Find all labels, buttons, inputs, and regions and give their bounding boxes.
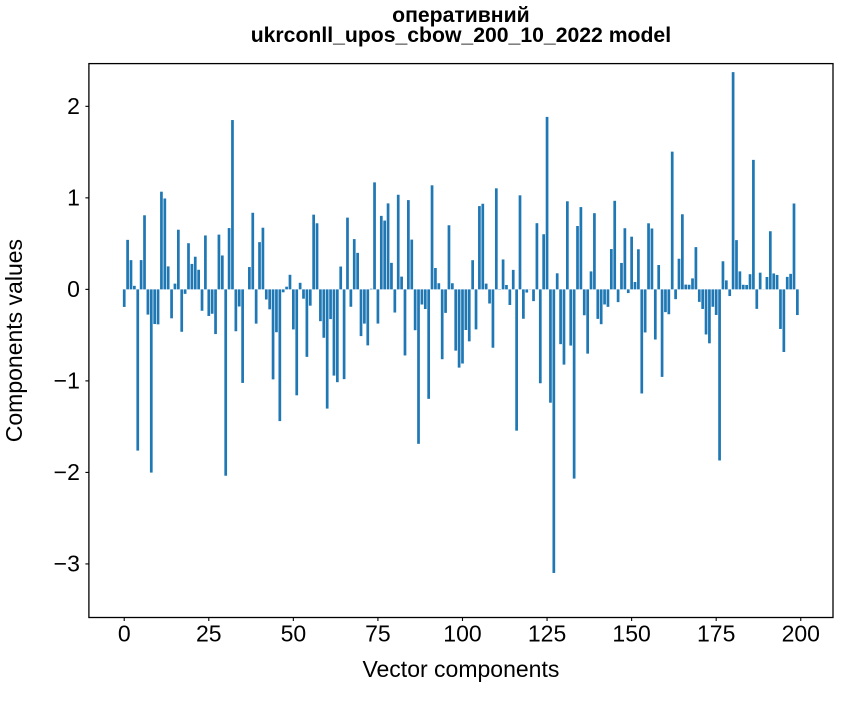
- svg-text:200: 200: [782, 621, 820, 647]
- svg-text:−2: −2: [54, 459, 80, 485]
- svg-text:150: 150: [612, 621, 650, 647]
- svg-text:175: 175: [697, 621, 735, 647]
- svg-text:−1: −1: [54, 367, 80, 393]
- svg-text:1: 1: [67, 184, 80, 210]
- svg-text:50: 50: [281, 621, 307, 647]
- svg-text:75: 75: [365, 621, 391, 647]
- svg-text:Components values: Components values: [1, 239, 27, 442]
- svg-text:−3: −3: [54, 550, 80, 576]
- svg-text:Vector components: Vector components: [362, 656, 559, 682]
- svg-text:2: 2: [67, 93, 80, 119]
- svg-text:25: 25: [196, 621, 222, 647]
- svg-text:ukrconll_upos_cbow_200_10_2022: ukrconll_upos_cbow_200_10_2022 model: [251, 24, 671, 47]
- svg-text:125: 125: [528, 621, 566, 647]
- svg-text:100: 100: [443, 621, 481, 647]
- svg-text:0: 0: [118, 621, 131, 647]
- svg-text:0: 0: [67, 276, 80, 302]
